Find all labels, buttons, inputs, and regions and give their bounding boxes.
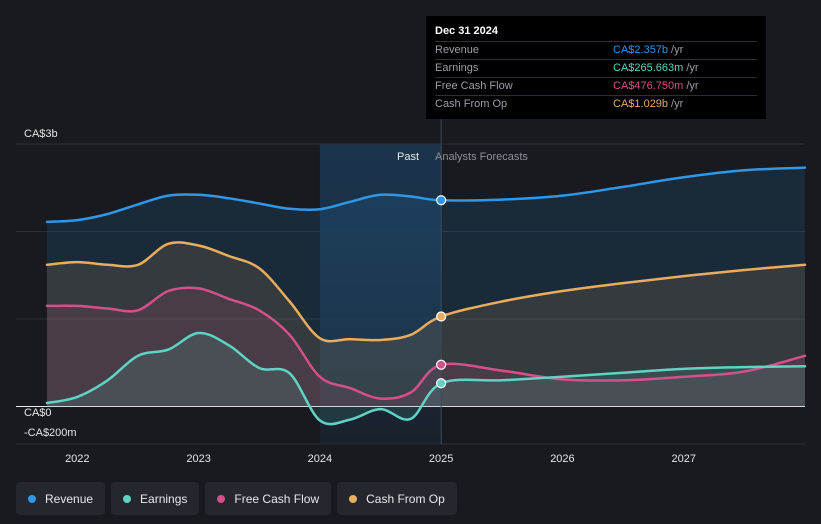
tooltip-unit: /yr [671,98,684,110]
tooltip-date: Dec 31 2024 [435,25,498,37]
x-tick-label: 2025 [429,453,453,465]
cash-from-op-marker [436,311,447,322]
revenue-area [47,167,805,407]
tooltip-label: Cash From Op [435,98,508,110]
legend-item-cash-from-op[interactable]: Cash From Op [337,482,457,515]
free-cash-flow-dot-icon [217,494,226,503]
earnings-area [47,332,805,425]
y-axis-zero-label: CA$0 [24,407,52,419]
tooltip-row-free-cash-flow: Free Cash Flow CA$476.750m /yr [435,77,757,95]
legend-label: Cash From Op [366,491,445,506]
legend-label: Free Cash Flow [234,491,320,506]
legend-label: Revenue [45,491,94,506]
tooltip-value: CA$476.750m [613,80,684,92]
tooltip-row-revenue: Revenue CA$2.357b /yr [435,41,757,59]
legend-label: Earnings [140,491,188,506]
series-lines [45,166,807,426]
y-axis-bottom-label: -CA$200m [24,427,77,439]
free-cash-flow-line [45,286,807,401]
forecast-label: Analysts Forecasts [435,151,528,163]
gridlines [16,143,805,445]
earnings-marker [436,378,447,389]
free-cash-flow-area [47,287,805,407]
revenue-dot-icon [28,494,36,503]
legend: Revenue Earnings Free Cash Flow Cash Fro… [16,482,457,515]
series-markers [436,195,447,389]
tooltip-row-earnings: Earnings CA$265.663m /yr [435,59,757,77]
x-tick-label: 2023 [186,453,210,465]
legend-item-earnings[interactable]: Earnings [111,482,200,515]
tooltip-value: CA$2.357b [613,44,669,56]
free-cash-flow-marker [436,359,447,370]
tooltip-row-cash-from-op: Cash From Op CA$1.029b /yr [435,95,757,113]
cash-from-op-line [45,241,807,343]
cash-from-op-area [47,242,805,407]
cash-from-op-dot-icon [349,494,358,503]
x-tick-label: 2026 [550,453,574,465]
legend-item-revenue[interactable]: Revenue [16,482,106,515]
tooltip-value: CA$1.029b [613,98,669,110]
tooltip-label: Free Cash Flow [435,80,513,92]
earnings-line [45,331,807,426]
x-tick-label: 2027 [671,453,695,465]
x-axis-ticks: 2022 2023 2024 2025 2026 2027 [65,453,696,465]
earnings-dot-icon [123,494,132,503]
tooltip-unit: /yr [686,80,699,92]
y-axis-top-label: CA$3b [24,128,58,140]
revenue-marker [436,195,447,206]
tooltip-label: Revenue [435,44,480,56]
tooltip-label: Earnings [435,62,479,74]
tooltip: Dec 31 2024 Revenue CA$2.357b /yr Earnin… [426,16,766,119]
tooltip-value: CA$265.663m [613,62,684,74]
past-label: Past [397,151,419,163]
x-tick-label: 2022 [65,453,89,465]
series-areas [47,167,805,425]
x-tick-label: 2024 [308,453,332,465]
tooltip-unit: /yr [686,62,699,74]
revenue-line [45,166,807,224]
tooltip-unit: /yr [671,44,684,56]
legend-item-free-cash-flow[interactable]: Free Cash Flow [205,482,332,515]
